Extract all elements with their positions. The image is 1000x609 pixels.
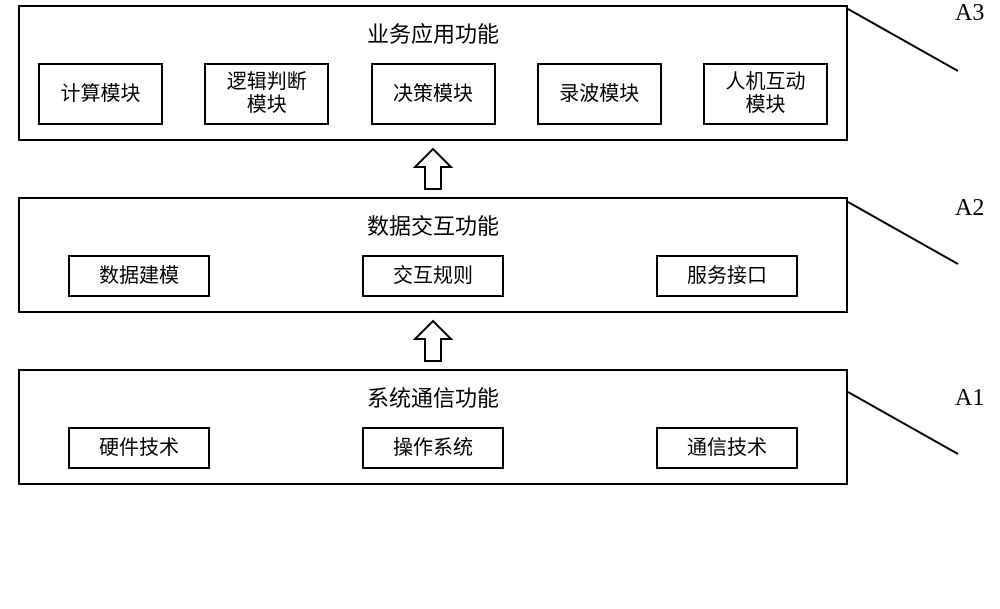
module-a2-service: 服务接口 [656,255,798,297]
module-a3-calc: 计算模块 [38,63,163,125]
layer-a2-title: 数据交互功能 [38,209,828,241]
module-a3-logic: 逻辑判断 模块 [204,63,329,125]
module-a2-rules: 交互规则 [362,255,504,297]
module-a3-hmi: 人机互动 模块 [703,63,828,125]
module-a1-os: 操作系统 [362,427,504,469]
label-a1: A1 [955,385,984,412]
arrow-a1-to-a2 [18,319,848,363]
module-a1-hardware: 硬件技术 [68,427,210,469]
layer-a3: 业务应用功能 计算模块 逻辑判断 模块 决策模块 录波模块 人机互动 模块 [18,5,848,141]
arrow-a2-to-a3 [18,147,848,191]
label-a3: A3 [955,0,984,27]
layer-a2-modules: 数据建模 交互规则 服务接口 [38,255,828,297]
module-a3-decision: 决策模块 [371,63,496,125]
up-arrow-icon [413,147,453,191]
module-a1-comm: 通信技术 [656,427,798,469]
diagram-container: 业务应用功能 计算模块 逻辑判断 模块 决策模块 录波模块 人机互动 模块 数据… [18,5,978,485]
module-a2-datamodel: 数据建模 [68,255,210,297]
module-a3-record: 录波模块 [537,63,662,125]
layer-a3-title: 业务应用功能 [38,17,828,49]
layer-a2: 数据交互功能 数据建模 交互规则 服务接口 [18,197,848,313]
layer-a3-modules: 计算模块 逻辑判断 模块 决策模块 录波模块 人机互动 模块 [38,63,828,125]
up-arrow-icon [413,319,453,363]
label-a2: A2 [955,195,984,222]
layer-a1: 系统通信功能 硬件技术 操作系统 通信技术 [18,369,848,485]
layer-a1-modules: 硬件技术 操作系统 通信技术 [38,427,828,469]
layer-a1-title: 系统通信功能 [38,381,828,413]
